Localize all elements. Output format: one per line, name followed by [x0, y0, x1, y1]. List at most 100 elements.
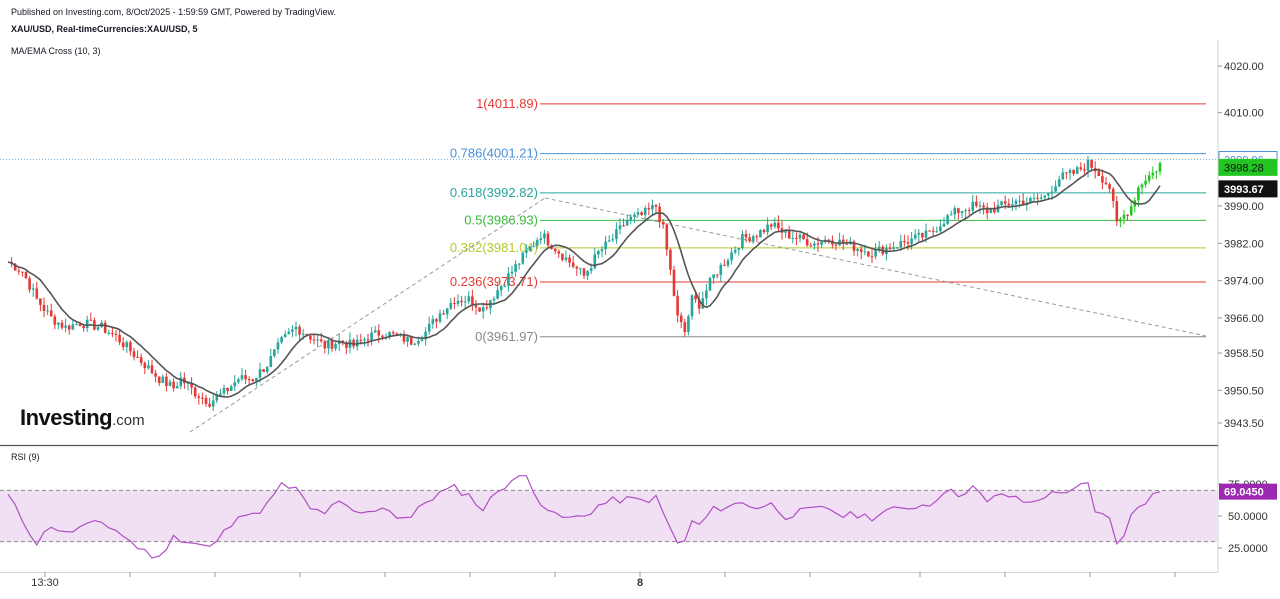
candle-body — [64, 325, 67, 328]
candle-body — [366, 339, 370, 341]
candle-body — [481, 307, 485, 312]
candle-body — [492, 298, 496, 301]
candle-body — [71, 324, 75, 330]
rsi-tick-label: 25.0000 — [1228, 543, 1268, 555]
candle-body — [510, 271, 514, 274]
candle-body — [507, 273, 510, 286]
candle-body — [661, 222, 665, 225]
candle-body — [420, 339, 424, 341]
candle-body — [921, 232, 924, 238]
fib-label-1: 1(4011.89) — [476, 96, 538, 111]
candle-body — [1043, 195, 1047, 198]
candle-body — [460, 300, 463, 303]
candle-body — [17, 270, 21, 272]
candle-body — [1079, 167, 1083, 170]
candle-body — [629, 216, 633, 221]
candle-body — [989, 208, 993, 213]
candle-body — [478, 307, 481, 312]
candle-body — [280, 336, 283, 343]
candle-body — [168, 381, 172, 387]
candle-body — [193, 387, 197, 397]
candle-body — [636, 212, 640, 215]
candle-body — [784, 230, 787, 233]
candle-body — [1068, 170, 1072, 174]
candle-body — [805, 239, 809, 246]
candle-body — [1101, 175, 1104, 183]
candle-body — [906, 242, 910, 244]
candle-body — [737, 248, 741, 250]
candle-body — [658, 206, 661, 223]
candle-body — [773, 222, 777, 227]
candle-body — [708, 277, 712, 291]
candle-body — [1144, 180, 1147, 185]
candle-body — [391, 332, 395, 334]
candle-body — [377, 330, 381, 336]
investing-logo: Investing.com — [20, 405, 145, 430]
rsi-pane-label: RSI (9) — [11, 452, 40, 462]
candle-body — [571, 262, 575, 267]
candle-body — [363, 339, 366, 341]
candle-body — [233, 382, 237, 387]
candle-body — [802, 234, 805, 240]
candle-body — [503, 285, 507, 287]
candle-body — [679, 315, 683, 323]
published-info: Published on Investing.com, 8/Oct/2025 -… — [11, 7, 337, 17]
candle-body — [485, 307, 489, 309]
candle-body — [1003, 201, 1007, 204]
candle-body — [381, 335, 384, 337]
candle-body — [665, 224, 669, 250]
candle-body — [690, 295, 694, 317]
candle-body — [615, 229, 618, 240]
candle-body — [730, 252, 733, 261]
candle-body — [251, 379, 255, 382]
candle-body — [1108, 184, 1111, 189]
candle-body — [1032, 197, 1036, 199]
candle-body — [24, 271, 28, 279]
candle-body — [244, 375, 247, 380]
candle-body — [791, 237, 795, 239]
candle-body — [103, 322, 107, 333]
candle-body — [514, 264, 517, 272]
candle-body — [1018, 200, 1021, 202]
candle-body — [114, 333, 118, 335]
candle-body — [125, 342, 129, 348]
candle-body — [564, 257, 568, 260]
candle-body — [1137, 187, 1140, 201]
candle-body — [676, 295, 679, 316]
candle-body — [298, 326, 301, 335]
candle-body — [1158, 163, 1162, 172]
candle-body — [111, 332, 114, 334]
candle-body — [463, 301, 467, 303]
time-tick-label: 13:30 — [31, 577, 59, 589]
candle-body — [395, 333, 399, 336]
candle-body — [647, 207, 651, 210]
candle-body — [1011, 204, 1014, 206]
candle-body — [726, 260, 730, 266]
candle-body — [442, 313, 445, 315]
candle-body — [13, 263, 17, 271]
candle-body — [208, 403, 211, 407]
candle-body — [521, 252, 525, 264]
candle-body — [949, 214, 953, 216]
candle-body — [978, 205, 982, 207]
trend-line-down — [544, 197, 1207, 337]
candle-body — [136, 356, 139, 358]
candle-body — [165, 376, 168, 387]
price-label-green: 3998.28 — [1224, 162, 1264, 174]
candle-body — [255, 377, 258, 382]
candle-body — [1115, 201, 1119, 222]
candle-body — [352, 339, 355, 347]
candle-body — [204, 397, 208, 404]
candle-body — [219, 393, 222, 396]
candle-body — [946, 215, 949, 224]
candle-body — [748, 237, 751, 242]
rsi-tick-label: 50.0000 — [1228, 511, 1268, 523]
candle-body — [316, 339, 319, 341]
candle-body — [301, 333, 305, 335]
candle-body — [669, 249, 672, 270]
candle-body — [154, 373, 157, 377]
candle-body — [863, 251, 867, 253]
candle-body — [877, 246, 881, 250]
candle-body — [834, 244, 838, 246]
